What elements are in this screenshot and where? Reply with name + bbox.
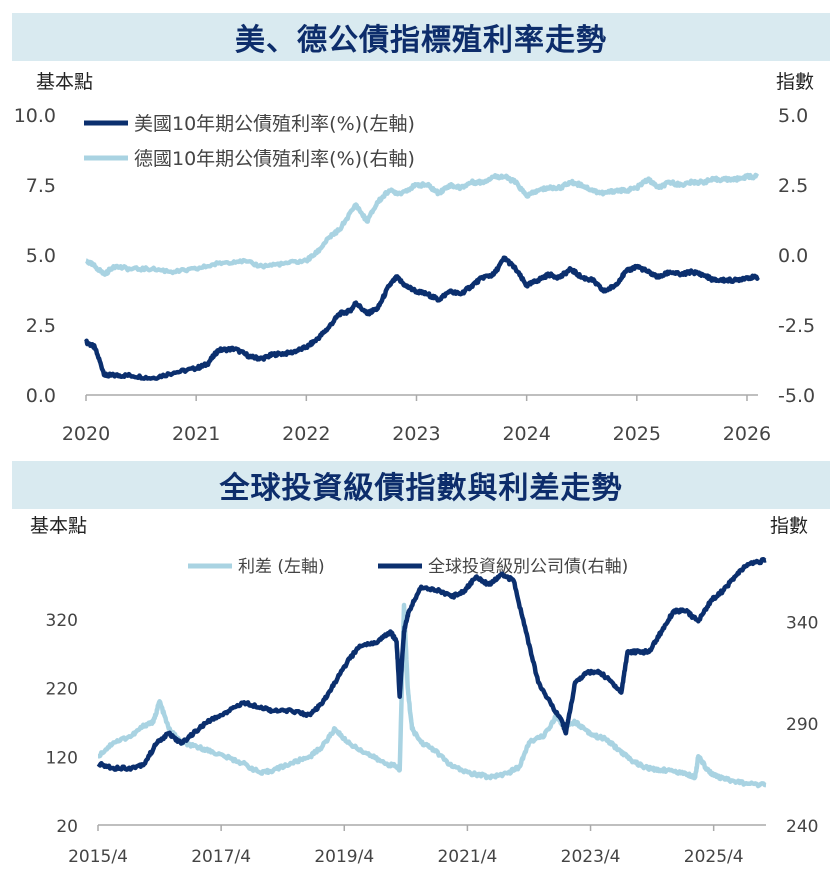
chart2-x-tick-label: 2021/4 <box>437 847 497 867</box>
chart2-x-tick-label: 2015/4 <box>68 847 128 867</box>
chart1-y-left-tick-label: 7.5 <box>26 175 56 197</box>
chart2-title: 全球投資級債指數與利差走勢 <box>12 461 830 509</box>
legend-label-spread: 利差 (左軸) <box>238 557 325 577</box>
chart1-y-right-tick-label: -5.0 <box>778 385 815 407</box>
chart1-y-left-tick-label: 10.0 <box>14 105 56 127</box>
chart1-x-tick-label: 2024 <box>502 423 550 445</box>
chart1-left-unit: 基本點 <box>36 71 93 93</box>
chart1-y-right-tick-label: -2.5 <box>778 315 815 337</box>
chart1-y-left-tick-label: 5.0 <box>26 245 56 267</box>
chart1-x-tick-label: 2025 <box>613 423 661 445</box>
chart2-right-unit: 指數 <box>770 515 808 537</box>
chart2-x-tick-label: 2025/4 <box>684 847 744 867</box>
chart1-title: 美、德公債指標殖利率走勢 <box>12 13 830 61</box>
chart1-x-tick-label: 2023 <box>392 423 440 445</box>
chart2-y-right-tick-label: 340 <box>786 613 818 633</box>
chart1-y-left-tick-label: 2.5 <box>26 315 56 337</box>
chart1-series-1-line <box>84 255 760 381</box>
chart2-x-tick-label: 2017/4 <box>191 847 251 867</box>
legend-label-ig-index: 全球投資級別公司債(右軸) <box>428 557 628 577</box>
chart2-x-tick-label: 2019/4 <box>314 847 374 867</box>
chart1-x-tick-label: 2026 <box>723 423 771 445</box>
chart1-x-tick-label: 2022 <box>282 423 330 445</box>
chart2-series-1-line <box>96 602 767 789</box>
chart1-y-right-tick-label: 2.5 <box>778 175 808 197</box>
chart2-y-left-tick-label: 220 <box>46 680 78 700</box>
chart2-y-right-tick-label: 240 <box>786 817 818 837</box>
chart2-series-2-line <box>96 556 767 772</box>
chart2-x-tick-label: 2023/4 <box>561 847 621 867</box>
chart2-left-unit: 基本點 <box>30 515 87 537</box>
chart1-right-unit: 指數 <box>776 71 814 93</box>
legend-label-de: 德國10年期公債殖利率(%)(右軸) <box>134 148 415 170</box>
chart2-y-right-tick-label: 290 <box>786 715 818 735</box>
legend-label-us: 美國10年期公債殖利率(%)(左軸) <box>134 113 415 135</box>
chart2-y-left-tick-label: 120 <box>46 748 78 768</box>
chart1-y-left-tick-label: 0.0 <box>26 385 56 407</box>
chart1-x-tick-label: 2020 <box>62 423 110 445</box>
chart2-y-left-tick-label: 320 <box>46 611 78 631</box>
chart2-y-left-tick-label: 20 <box>56 817 78 837</box>
chart1-y-right-tick-label: 0.0 <box>778 245 808 267</box>
chart1-x-tick-label: 2021 <box>172 423 220 445</box>
chart1-series-2-line <box>84 172 760 277</box>
chart1-y-right-tick-label: 5.0 <box>778 105 808 127</box>
